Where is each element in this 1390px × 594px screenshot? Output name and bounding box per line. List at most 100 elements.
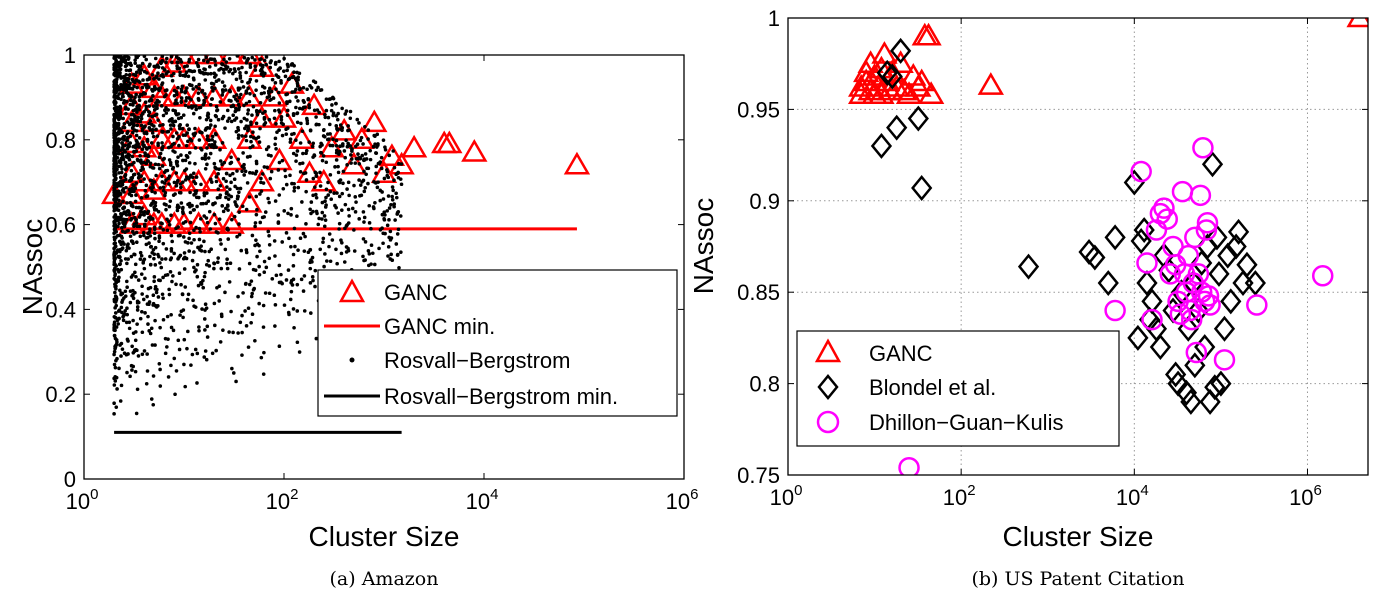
rosvall-bergstrom-point xyxy=(192,77,196,82)
rosvall-bergstrom-point xyxy=(132,84,136,89)
rosvall-bergstrom-point xyxy=(248,170,252,175)
rosvall-bergstrom-point xyxy=(287,312,291,317)
rosvall-bergstrom-point xyxy=(341,181,345,186)
rosvall-bergstrom-point xyxy=(278,66,282,71)
rosvall-bergstrom-point xyxy=(233,184,237,189)
rosvall-bergstrom-point xyxy=(267,94,272,99)
rosvall-bergstrom-point xyxy=(151,104,156,108)
rosvall-bergstrom-point xyxy=(323,115,328,120)
rosvall-bergstrom-point xyxy=(113,365,118,370)
rosvall-bergstrom-point xyxy=(232,214,237,219)
rosvall-bergstrom-point xyxy=(313,284,317,289)
rosvall-bergstrom-point xyxy=(120,137,124,141)
rosvall-bergstrom-point xyxy=(118,175,123,180)
rosvall-bergstrom-point xyxy=(142,233,146,238)
rosvall-bergstrom-point xyxy=(123,294,128,298)
rosvall-bergstrom-point xyxy=(337,194,342,199)
rosvall-bergstrom-point xyxy=(141,261,146,265)
rosvall-bergstrom-point xyxy=(161,188,166,193)
rosvall-bergstrom-point xyxy=(195,351,200,356)
amazon-legend-box xyxy=(317,269,678,417)
rosvall-bergstrom-point xyxy=(126,228,130,233)
rosvall-bergstrom-point xyxy=(116,137,121,141)
rosvall-bergstrom-point xyxy=(139,212,143,217)
rosvall-bergstrom-point xyxy=(335,261,339,266)
rosvall-bergstrom-point xyxy=(156,252,160,257)
rosvall-bergstrom-point xyxy=(118,288,122,293)
rosvall-bergstrom-point xyxy=(236,136,241,140)
rosvall-bergstrom-point xyxy=(258,109,262,114)
rosvall-bergstrom-point xyxy=(340,126,345,130)
rosvall-bergstrom-point xyxy=(346,207,351,212)
rosvall-bergstrom-point xyxy=(352,228,356,232)
rosvall-bergstrom-point xyxy=(251,104,256,109)
rosvall-bergstrom-point xyxy=(392,165,397,170)
rosvall-bergstrom-point xyxy=(119,97,123,102)
rosvall-bergstrom-point xyxy=(139,158,143,162)
rosvall-bergstrom-point xyxy=(112,63,116,67)
rosvall-bergstrom-point xyxy=(361,237,366,241)
rosvall-bergstrom-point xyxy=(254,194,259,199)
rosvall-bergstrom-point xyxy=(235,234,239,239)
rosvall-bergstrom-point xyxy=(378,228,383,232)
rosvall-bergstrom-point xyxy=(134,221,139,225)
rosvall-bergstrom-point xyxy=(142,222,147,227)
rosvall-bergstrom-point xyxy=(373,142,377,146)
rosvall-bergstrom-point xyxy=(311,176,316,181)
rosvall-bergstrom-point xyxy=(226,197,231,201)
rosvall-bergstrom-point xyxy=(399,182,404,187)
dhillon-guan-kulis-point xyxy=(1149,202,1172,225)
rosvall-bergstrom-point xyxy=(253,64,258,69)
blondel-et-al-point xyxy=(1084,244,1106,271)
rosvall-bergstrom-point xyxy=(225,119,230,123)
rosvall-bergstrom-point xyxy=(357,121,361,125)
rosvall-bergstrom-point xyxy=(233,69,237,74)
rosvall-bergstrom-point xyxy=(288,137,293,142)
rosvall-bergstrom-point xyxy=(169,256,174,260)
rosvall-bergstrom-point xyxy=(172,251,176,256)
blondel-et-al-point xyxy=(1201,151,1224,178)
rosvall-bergstrom-point xyxy=(202,193,207,198)
rosvall-bergstrom-point xyxy=(386,245,391,249)
rosvall-bergstrom-point xyxy=(270,77,275,82)
rosvall-bergstrom-point xyxy=(381,138,386,142)
rosvall-bergstrom-point xyxy=(268,65,273,70)
amazon-x-axis-label: Cluster Size xyxy=(309,521,460,552)
rosvall-bergstrom-point xyxy=(112,118,116,122)
rosvall-bergstrom-point xyxy=(298,170,303,174)
rosvall-bergstrom-point xyxy=(319,151,324,155)
rosvall-bergstrom-point xyxy=(158,151,163,156)
rosvall-bergstrom-point xyxy=(369,243,374,248)
rosvall-bergstrom-point xyxy=(152,275,157,279)
rosvall-bergstrom-point xyxy=(132,224,136,229)
rosvall-bergstrom-point xyxy=(164,203,168,207)
rosvall-bergstrom-point xyxy=(194,225,198,230)
rosvall-bergstrom-point xyxy=(173,101,177,106)
rosvall-bergstrom-point xyxy=(292,185,297,190)
rosvall-bergstrom-point xyxy=(203,349,208,353)
rosvall-bergstrom-point xyxy=(178,73,182,78)
rosvall-bergstrom-point xyxy=(214,230,219,234)
rosvall-bergstrom-point xyxy=(280,281,284,286)
rosvall-bergstrom-point xyxy=(357,162,362,166)
rosvall-bergstrom-point xyxy=(247,80,252,84)
rosvall-bergstrom-point xyxy=(335,128,340,132)
rosvall-bergstrom-point xyxy=(249,320,253,325)
rosvall-bergstrom-point xyxy=(153,284,158,289)
rosvall-bergstrom-point xyxy=(182,337,187,342)
rosvall-bergstrom-point xyxy=(202,274,207,279)
rosvall-bergstrom-point xyxy=(268,176,273,181)
rosvall-bergstrom-point xyxy=(182,64,187,69)
rosvall-bergstrom-point xyxy=(120,310,124,315)
rosvall-bergstrom-point xyxy=(151,199,156,204)
rosvall-bergstrom-point xyxy=(224,171,229,176)
rosvall-bergstrom-point xyxy=(136,278,141,282)
rosvall-bergstrom-point xyxy=(283,174,288,179)
rosvall-bergstrom-point xyxy=(199,182,203,187)
blondel-et-al-point xyxy=(1206,224,1228,251)
rosvall-bergstrom-point xyxy=(370,251,375,256)
rosvall-bergstrom-point xyxy=(312,153,317,157)
rosvall-bergstrom-point xyxy=(114,197,119,201)
x-tick-label: 100 xyxy=(770,482,803,510)
rosvall-bergstrom-point xyxy=(340,143,345,148)
